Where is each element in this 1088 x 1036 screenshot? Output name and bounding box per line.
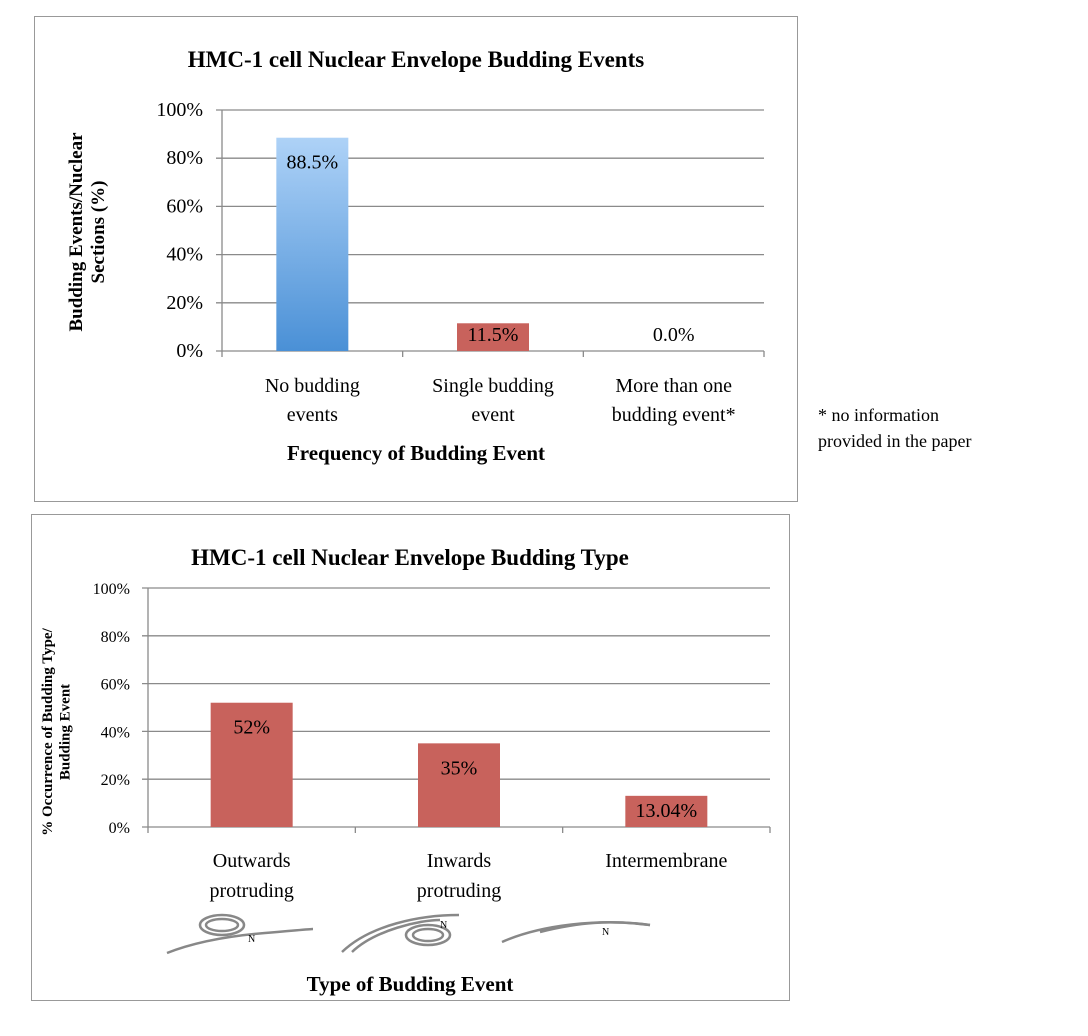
y-tick-label: 40% xyxy=(166,244,203,266)
svg-text:N: N xyxy=(248,934,255,945)
x-axis-title: Type of Budding Event xyxy=(307,972,514,996)
chart-title: HMC-1 cell Nuclear Envelope Budding Even… xyxy=(188,47,644,72)
bar xyxy=(457,323,529,351)
svg-text:N: N xyxy=(602,927,609,938)
chart-1-frame xyxy=(34,16,798,502)
y-tick-label: 20% xyxy=(166,292,203,314)
bar xyxy=(276,137,349,351)
y-axis-title: % Occurrence of Budding Type/Budding Eve… xyxy=(40,627,73,835)
chart-budding-events: HMC-1 cell Nuclear Envelope Budding Even… xyxy=(66,47,765,465)
x-category-label: protruding xyxy=(209,880,293,902)
x-category-label: Outwards xyxy=(213,850,291,872)
bar xyxy=(418,743,500,827)
data-label: 88.5% xyxy=(286,152,338,174)
illustration-inwards-protruding: N xyxy=(341,913,460,953)
x-category-label: event xyxy=(471,404,515,426)
bar xyxy=(210,702,293,827)
footnote-line-2: provided in the paper xyxy=(818,431,972,451)
x-category-label: budding event* xyxy=(612,404,736,426)
data-label: 11.5% xyxy=(468,324,519,346)
data-label: 52% xyxy=(233,717,270,739)
x-category-label: No budding xyxy=(265,375,360,397)
svg-text:N: N xyxy=(440,920,447,931)
data-label: 35% xyxy=(441,757,478,779)
bar xyxy=(625,795,708,827)
x-category-label: Single budding xyxy=(432,375,554,397)
x-category-label: events xyxy=(287,404,338,426)
y-tick-label: 20% xyxy=(101,772,130,789)
chart-budding-type: HMC-1 cell Nuclear Envelope Budding Type… xyxy=(40,545,771,996)
y-tick-label: 40% xyxy=(101,724,130,741)
x-axis-title: Frequency of Budding Event xyxy=(287,441,545,465)
x-category-label: Inwards xyxy=(427,850,492,872)
footnote-line-1: * no information xyxy=(818,405,939,425)
y-tick-label: 0% xyxy=(109,820,130,837)
x-category-label: protruding xyxy=(417,880,501,902)
chart-title: HMC-1 cell Nuclear Envelope Budding Type xyxy=(191,545,629,570)
y-tick-label: 100% xyxy=(156,99,203,121)
y-tick-label: 80% xyxy=(101,629,130,646)
data-label: 13.04% xyxy=(635,800,697,822)
data-label: 0.0% xyxy=(653,324,695,346)
y-tick-label: 60% xyxy=(101,677,130,694)
illustration-outwards-protruding: N xyxy=(166,913,314,955)
x-category-label: Intermembrane xyxy=(605,850,727,872)
y-tick-label: 80% xyxy=(166,147,203,169)
illustration-intermembrane: N xyxy=(501,921,651,944)
y-axis-title: Budding Events/NuclearSections (%) xyxy=(66,132,109,332)
x-category-label: More than one xyxy=(615,375,732,397)
y-tick-label: 0% xyxy=(176,340,203,362)
y-tick-label: 100% xyxy=(93,581,130,598)
y-tick-label: 60% xyxy=(166,195,203,217)
